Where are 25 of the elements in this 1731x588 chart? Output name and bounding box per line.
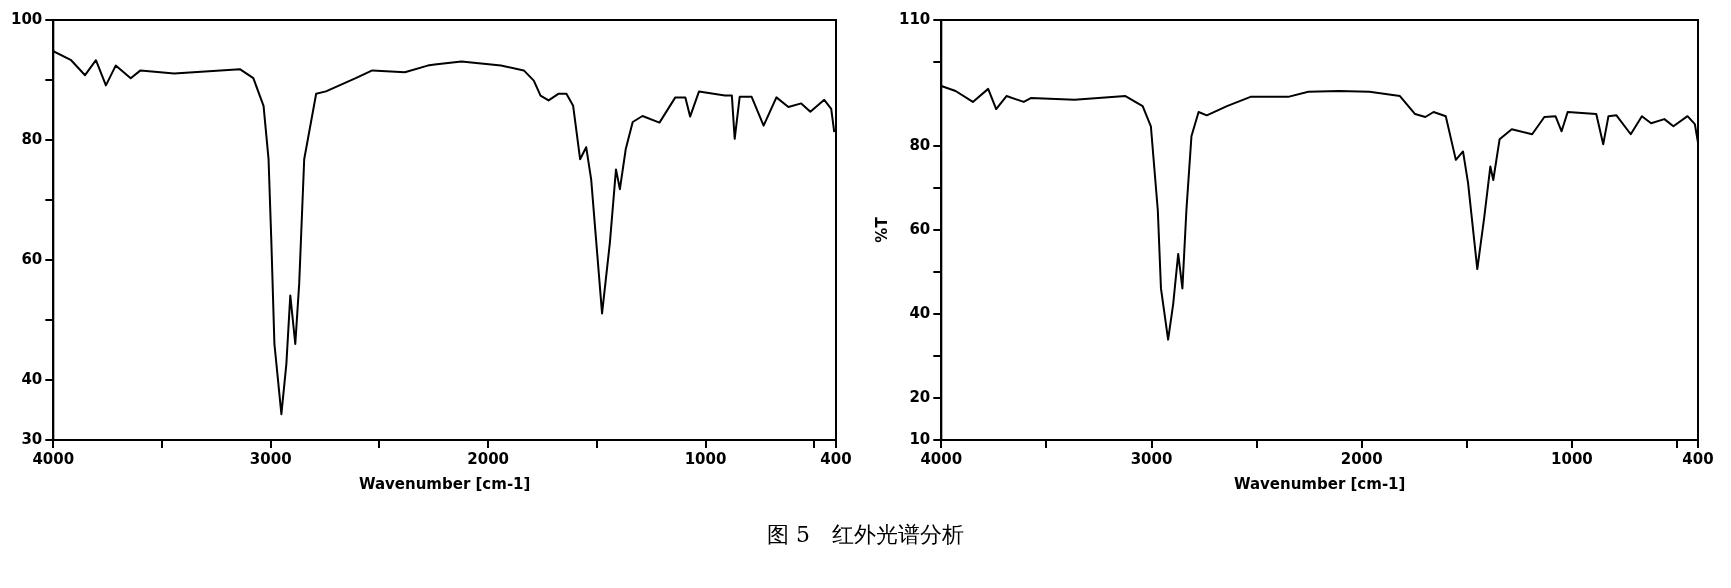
y-tick-label: 60	[909, 219, 931, 238]
x-tick-label: 400	[820, 449, 852, 468]
x-tick-label: 1000	[1551, 449, 1593, 468]
y-tick-label: 40	[909, 303, 931, 322]
x-axis-title: Wavenumber [cm-1]	[1233, 474, 1406, 493]
y-tick-label: 40	[21, 369, 43, 388]
y-tick-label: 100	[11, 9, 43, 28]
x-tick-label: 2000	[1340, 449, 1383, 468]
y-tick-label: 10	[909, 429, 931, 448]
y-axis-title: %T	[872, 216, 891, 243]
caption: 图 5 红外光谱分析	[766, 521, 965, 549]
y-tick-label: 20	[909, 387, 931, 406]
y-tick-label: 110	[899, 9, 931, 28]
y-tick-label: 80	[21, 129, 43, 148]
x-tick-label: 1000	[684, 449, 727, 468]
x-tick-label: 3000	[1130, 449, 1173, 468]
y-tick-label: 80	[909, 135, 931, 154]
x-tick-label: 2000	[467, 449, 510, 468]
x-tick-label: 4000	[32, 449, 75, 468]
y-tick-label: 30	[21, 429, 43, 448]
x-tick-label: 4000	[920, 449, 963, 468]
x-tick-label: 400	[1682, 449, 1714, 468]
x-axis-title: Wavenumber [cm-1]	[358, 474, 531, 493]
x-tick-label: 3000	[249, 449, 292, 468]
y-tick-label: 60	[21, 249, 43, 268]
